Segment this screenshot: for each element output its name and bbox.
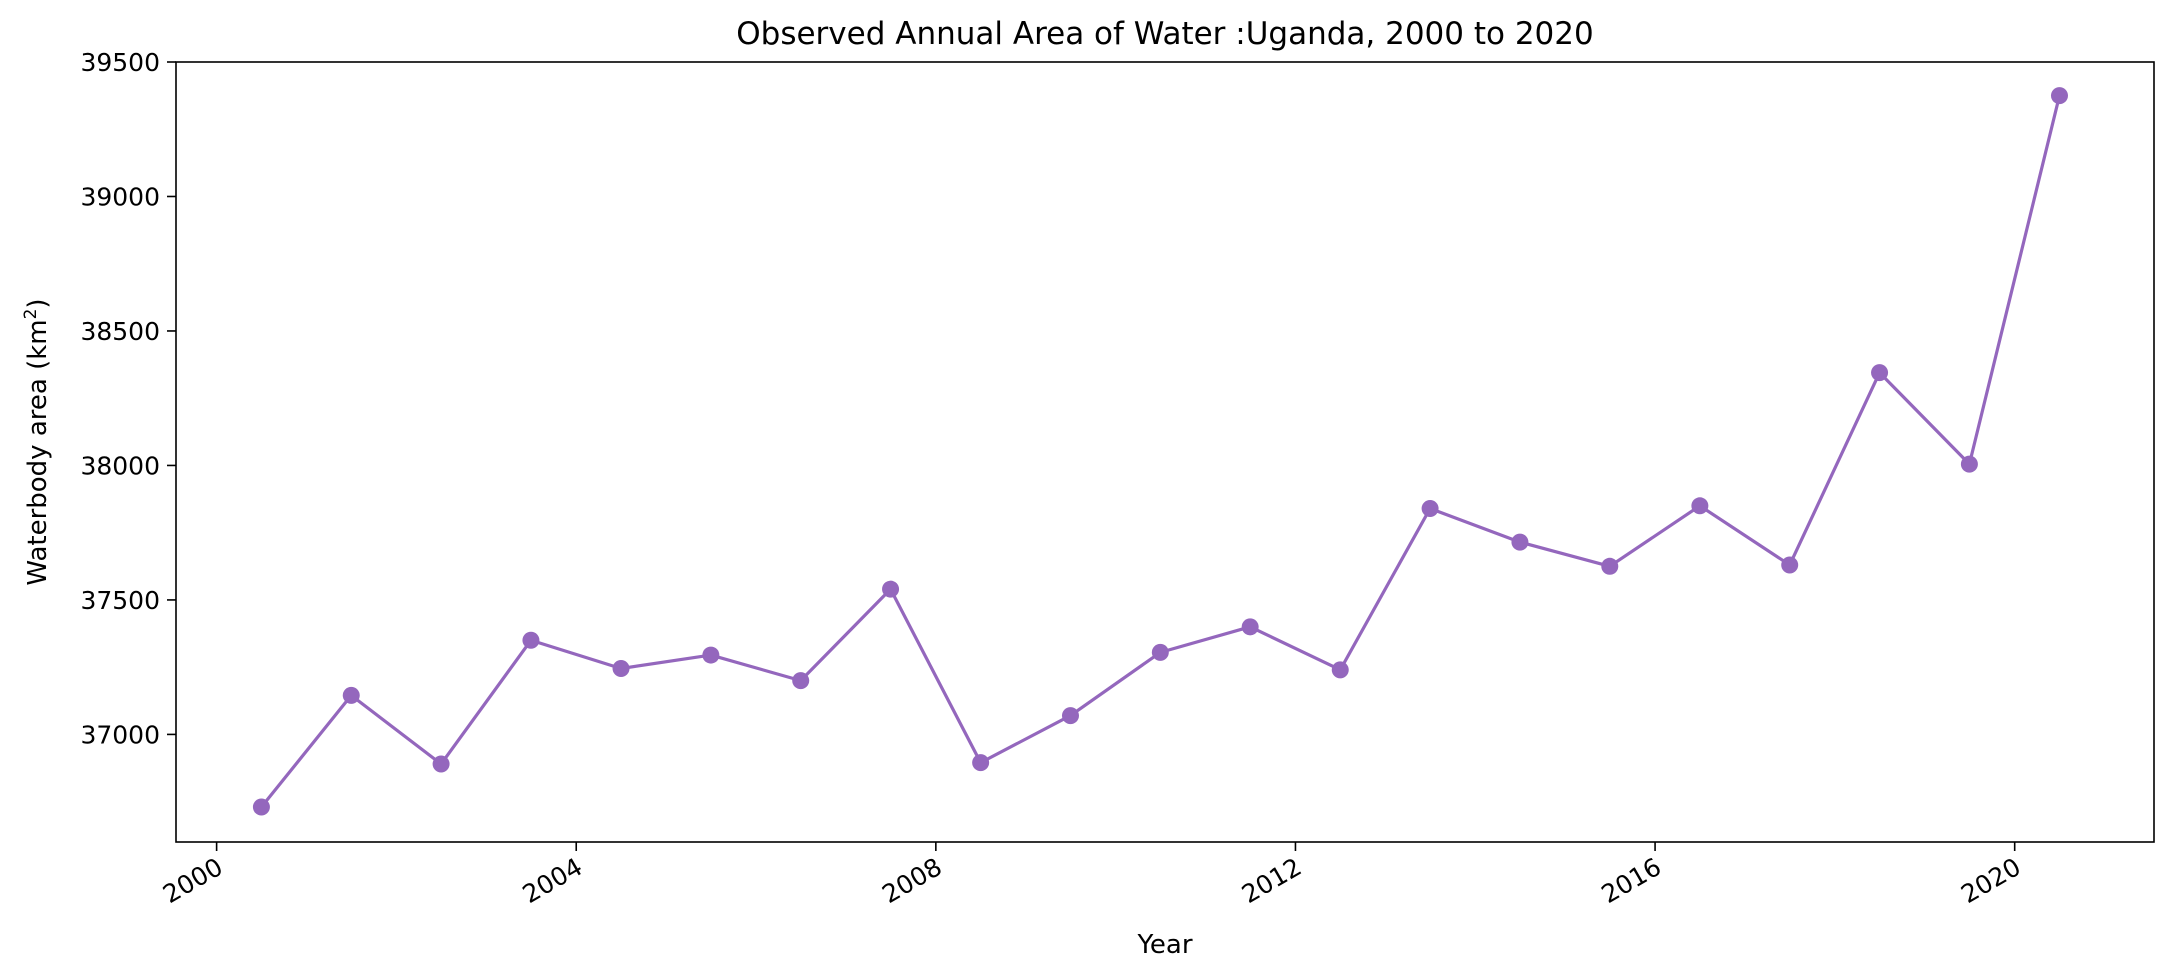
- x-tick-label: 2008: [877, 852, 947, 909]
- y-axis-label-end: ): [23, 298, 53, 308]
- data-point: [1691, 497, 1709, 515]
- data-point: [882, 580, 900, 598]
- plot-area-frame: [175, 61, 2155, 843]
- x-tick-label: 2004: [518, 852, 588, 909]
- y-axis-label: Waterbody area (km2): [21, 298, 53, 585]
- data-point: [612, 660, 630, 678]
- chart-title: Observed Annual Area of Water :Uganda, 2…: [736, 16, 1593, 52]
- data-point: [342, 686, 360, 704]
- x-tick-label: 2016: [1596, 852, 1666, 909]
- series-line: [260, 95, 2062, 809]
- data-point: [1331, 661, 1349, 679]
- y-axis-label-superscript: 2: [21, 309, 41, 320]
- y-tick-label: 38500: [80, 317, 160, 346]
- data-point: [792, 672, 810, 690]
- data-point: [1061, 707, 1079, 725]
- y-tick-label: 37000: [80, 720, 160, 749]
- data-point: [2050, 87, 2068, 105]
- svg-text:Waterbody area (km2): Waterbody area (km2): [21, 298, 53, 585]
- data-point: [1960, 455, 1978, 473]
- data-point: [1421, 499, 1439, 517]
- data-point: [1511, 533, 1529, 551]
- data-point: [432, 755, 450, 773]
- y-axis-label-main: Waterbody area (km: [23, 319, 53, 585]
- data-point: [1241, 618, 1259, 636]
- x-tick-label: 2000: [158, 852, 228, 909]
- x-tick-label: 2020: [1956, 852, 2026, 909]
- y-tick-label: 37500: [80, 586, 160, 615]
- data-point: [1601, 557, 1619, 575]
- y-tick-label: 39000: [80, 182, 160, 211]
- x-axis-label: Year: [1136, 930, 1192, 960]
- y-tick-label: 38000: [80, 451, 160, 480]
- x-axis-ticks: 2000 2004 2008 2012 2016 2020: [158, 842, 2026, 909]
- series-layer: [252, 87, 2068, 816]
- x-tick-label: 2012: [1237, 852, 1307, 909]
- data-point: [1871, 364, 1889, 382]
- data-point: [1151, 643, 1169, 661]
- y-tick-label: 39500: [80, 48, 160, 77]
- data-point: [522, 631, 540, 649]
- data-point: [702, 646, 720, 664]
- data-point: [972, 754, 990, 772]
- data-point: [252, 798, 270, 816]
- data-point: [1781, 556, 1799, 574]
- y-axis-ticks: 37000 37500 38000 38500 39000 39500: [80, 48, 176, 749]
